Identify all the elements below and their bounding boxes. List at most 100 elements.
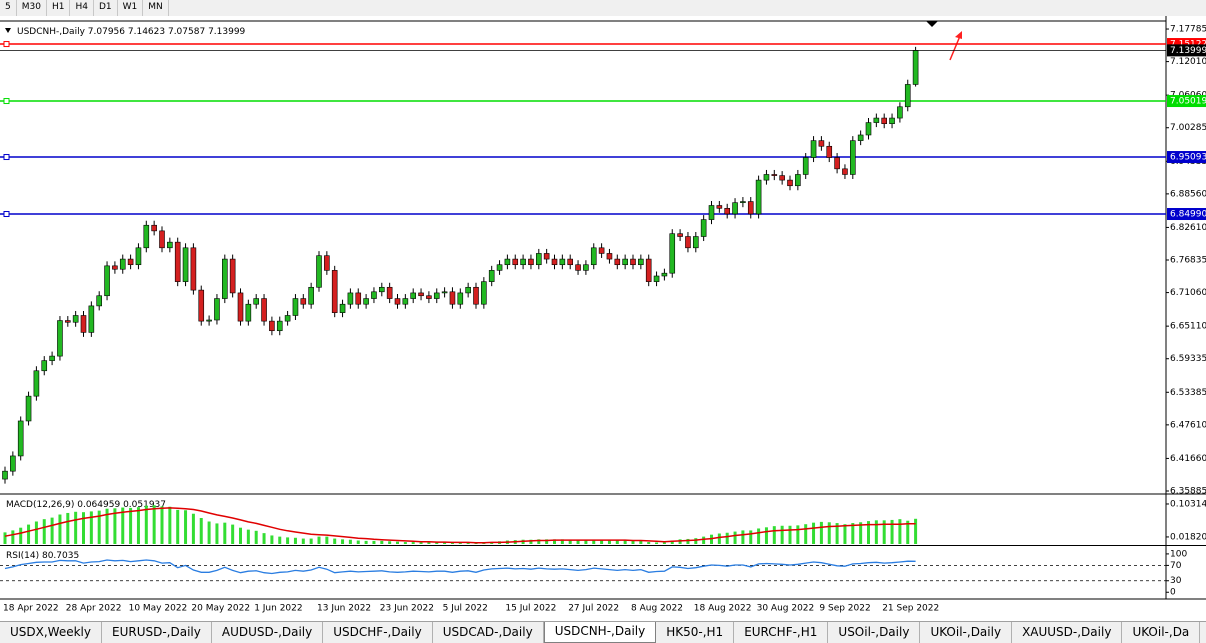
macd-bar bbox=[694, 538, 698, 544]
macd-bar bbox=[262, 533, 266, 544]
candle-body bbox=[308, 286, 314, 305]
price-level-label: 6.95093 bbox=[1170, 153, 1206, 163]
main-header: USDCNH-,Daily 7.07956 7.14623 7.07587 7.… bbox=[17, 27, 246, 37]
macd-bar bbox=[246, 529, 250, 544]
x-tick-label: 13 Jun 2022 bbox=[317, 604, 371, 614]
macd-header: MACD(12,26,9) 0.064959 0.051937 bbox=[6, 500, 166, 510]
x-tick-label: 9 Sep 2022 bbox=[819, 604, 870, 614]
chart-tab[interactable]: USDX,Weekly bbox=[0, 622, 102, 643]
timeframe-button[interactable]: D1 bbox=[94, 0, 118, 16]
bid-tag bbox=[1167, 44, 1206, 57]
annotation-arrowhead bbox=[955, 31, 962, 39]
timeframe-button[interactable]: MN bbox=[143, 0, 169, 16]
candle-body bbox=[787, 179, 793, 187]
candle-body bbox=[174, 241, 181, 282]
chart-shift-marker bbox=[926, 21, 938, 27]
macd-bar bbox=[286, 537, 290, 544]
macd-bar bbox=[741, 530, 745, 544]
x-tick-label: 5 Jul 2022 bbox=[443, 604, 488, 614]
x-tick-label: 10 May 2022 bbox=[129, 604, 188, 614]
candle-body bbox=[324, 255, 330, 271]
macd-bar bbox=[105, 508, 109, 544]
price-level-tag bbox=[1167, 208, 1206, 221]
candle-body bbox=[842, 168, 848, 175]
candle-body bbox=[300, 298, 307, 305]
macd-bar bbox=[396, 541, 399, 544]
macd-bar bbox=[560, 539, 564, 544]
timeframe-button[interactable]: W1 bbox=[118, 0, 144, 16]
macd-bar bbox=[341, 539, 345, 544]
timeframe-button[interactable]: M30 bbox=[17, 0, 47, 16]
macd-bar bbox=[655, 542, 659, 544]
macd-bar bbox=[58, 514, 62, 544]
chart-tab[interactable]: AUDUSD-,Daily bbox=[212, 622, 324, 643]
candle-body bbox=[622, 258, 628, 266]
candle-body bbox=[363, 298, 369, 305]
candle-body bbox=[488, 270, 495, 282]
annotation-arrow bbox=[949, 35, 961, 61]
candle-body bbox=[528, 258, 534, 266]
y-tick-label: 7.00285 bbox=[1170, 123, 1206, 133]
candle-body bbox=[583, 264, 589, 271]
chart-background bbox=[0, 16, 1206, 621]
rsi-line bbox=[4, 559, 916, 575]
candle-body bbox=[378, 286, 385, 293]
y-tick-label: 0.01820 bbox=[1170, 532, 1206, 542]
candle-body bbox=[261, 298, 267, 322]
x-tick-label: 20 May 2022 bbox=[191, 604, 250, 614]
candle-body bbox=[10, 455, 16, 472]
macd-bar bbox=[152, 505, 156, 544]
macd-bar bbox=[819, 521, 823, 544]
chart-tab[interactable]: HK50-,H1 bbox=[656, 622, 735, 643]
candle-body bbox=[669, 233, 676, 274]
chart-tab[interactable]: USDCHF-,Daily bbox=[323, 622, 433, 643]
macd-bar bbox=[278, 536, 282, 544]
chart-tab[interactable]: UKOil-,Da bbox=[1122, 622, 1201, 643]
candle-body bbox=[598, 247, 605, 254]
macd-bar bbox=[89, 511, 93, 544]
price-level-label: 6.84990 bbox=[1170, 210, 1206, 220]
chart-tab[interactable]: USDCNH-,Daily bbox=[543, 622, 657, 643]
candle-body bbox=[692, 236, 699, 249]
macd-bar bbox=[231, 524, 235, 544]
macd-bar bbox=[176, 509, 180, 544]
candle-body bbox=[865, 122, 872, 136]
macd-bar bbox=[686, 538, 690, 544]
macd-bar bbox=[239, 527, 242, 544]
timeframe-button[interactable]: H4 bbox=[70, 0, 94, 16]
chart-tab[interactable]: UKOil-,Daily bbox=[920, 622, 1013, 643]
chart-tab[interactable]: EURUSD-,Daily bbox=[102, 622, 212, 643]
macd-bar bbox=[631, 540, 635, 544]
macd-bar bbox=[168, 506, 172, 544]
candle-body bbox=[2, 470, 8, 480]
macd-bar bbox=[890, 519, 894, 544]
timeframe-button[interactable]: H1 bbox=[47, 0, 71, 16]
bid-label: 7.13999 bbox=[1170, 46, 1206, 56]
macd-bar bbox=[678, 539, 682, 544]
y-tick-label: 6.35885 bbox=[1170, 486, 1206, 496]
timeframe-button[interactable]: 5 bbox=[0, 0, 17, 16]
macd-bar bbox=[788, 525, 792, 544]
macd-bar bbox=[827, 522, 831, 544]
macd-bar bbox=[780, 525, 784, 544]
candle-body bbox=[512, 258, 519, 266]
candle-body bbox=[779, 175, 785, 181]
macd-bar bbox=[3, 532, 7, 544]
x-tick-label: 15 Jul 2022 bbox=[505, 604, 556, 614]
candle-body bbox=[237, 292, 244, 322]
candle-body bbox=[276, 320, 283, 332]
y-tick-label: 6.71060 bbox=[1170, 288, 1206, 298]
chart-tab[interactable]: USOil-,Daily bbox=[828, 622, 921, 643]
macd-value: 0.064959 bbox=[77, 500, 120, 510]
chart-tab[interactable]: XAUUSD-,Daily bbox=[1012, 622, 1123, 643]
macd-bar bbox=[144, 505, 148, 544]
candle-body bbox=[441, 291, 448, 294]
chart-tab[interactable]: USDCAD-,Daily bbox=[433, 622, 544, 643]
chart-tab[interactable]: EURCHF-,H1 bbox=[734, 622, 829, 643]
macd-bar bbox=[372, 540, 376, 544]
candle-body bbox=[143, 224, 150, 249]
macd-bar bbox=[356, 540, 360, 544]
macd-bar bbox=[443, 542, 447, 544]
macd-bar bbox=[607, 540, 611, 544]
candle-body bbox=[135, 247, 142, 266]
